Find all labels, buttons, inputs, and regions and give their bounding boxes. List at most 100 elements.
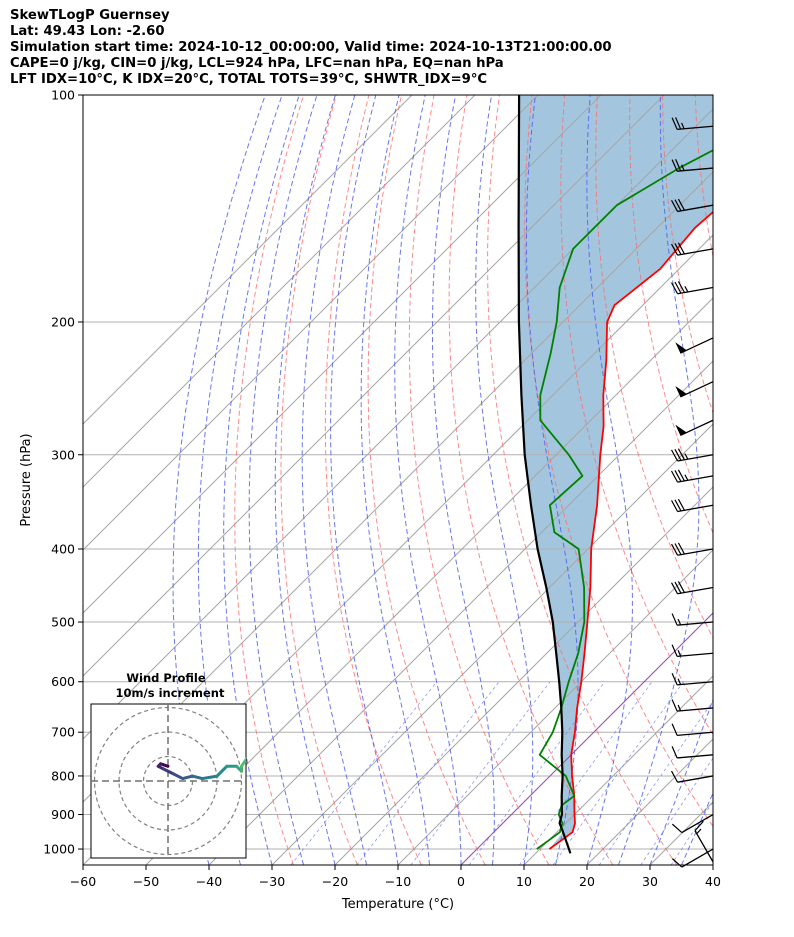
hodograph-segment xyxy=(200,774,219,781)
y-tick-label: 400 xyxy=(51,541,75,556)
hodograph-segment xyxy=(215,764,229,778)
x-tick-label: 40 xyxy=(705,874,721,889)
mixing-ratio-line xyxy=(670,801,713,865)
y-tick-label: 1000 xyxy=(43,842,75,857)
wind-barb xyxy=(670,281,714,295)
dry-adiabat xyxy=(487,95,678,865)
wind-barb xyxy=(670,469,714,483)
hodograph-segment xyxy=(171,772,185,781)
moist-adiabat xyxy=(586,95,633,865)
dry-adiabat xyxy=(560,95,713,736)
wind-barb xyxy=(675,419,714,437)
dry-adiabat xyxy=(662,95,713,415)
inset-title: Wind Profile xyxy=(126,671,206,685)
moist-adiabat xyxy=(712,863,713,865)
y-tick-label: 700 xyxy=(51,725,75,740)
x-axis-label: Temperature (°C) xyxy=(341,897,454,912)
isotherm-line xyxy=(83,95,539,551)
wind-barb xyxy=(671,699,714,712)
moist-adiabat xyxy=(330,95,399,865)
wind-barb xyxy=(671,813,714,834)
moist-adiabat xyxy=(172,95,266,865)
x-tick-label: −60 xyxy=(70,874,96,889)
wind-barb xyxy=(675,337,714,354)
wind-barb xyxy=(671,613,714,626)
wind-barb xyxy=(671,644,714,658)
y-tick-label: 100 xyxy=(51,88,75,103)
wind-barb xyxy=(671,746,714,759)
isotherm-line xyxy=(523,675,713,865)
x-tick-label: 10 xyxy=(516,874,532,889)
y-tick-label: 200 xyxy=(51,314,75,329)
isotherm-line xyxy=(334,486,713,865)
time-line: Simulation start time: 2024-10-12_00:00:… xyxy=(10,40,612,55)
y-tick-label: 800 xyxy=(51,768,75,783)
wind-barb xyxy=(670,581,714,595)
moist-adiabat xyxy=(431,95,495,865)
isotherm-line xyxy=(271,423,713,865)
cape-shading xyxy=(518,95,713,849)
isotherm-line xyxy=(83,95,602,614)
dry-adiabat xyxy=(280,95,358,865)
x-tick-label: 30 xyxy=(642,874,658,889)
y-tick-label: 300 xyxy=(51,447,75,462)
wind-barb xyxy=(671,673,714,686)
mixing-ratio-line xyxy=(552,681,684,865)
isotherm-line xyxy=(712,864,713,865)
mixing-ratio-line xyxy=(598,700,713,865)
mixing-ratio-line xyxy=(290,681,438,865)
wind-barb xyxy=(675,381,714,398)
y-axis-label: Pressure (hPa) xyxy=(19,433,34,526)
hodograph-segment xyxy=(261,766,271,771)
moist-adiabat xyxy=(223,95,300,865)
dry-adiabat xyxy=(324,95,422,865)
wind-barb xyxy=(671,117,714,130)
moist-adiabat xyxy=(525,95,579,865)
wind-barb xyxy=(670,198,714,213)
chart-title: SkewTLogP Guernsey xyxy=(10,8,170,23)
mixing-ratio-line xyxy=(468,681,606,865)
wind-barb xyxy=(671,848,714,868)
dry-adiabat xyxy=(367,95,486,865)
dry-adiabat xyxy=(728,95,794,865)
moist-adiabat xyxy=(649,697,713,865)
index-line: LFT IDX=10°C, K IDX=20°C, TOTAL TOTS=39°… xyxy=(10,72,488,87)
moist-adiabat xyxy=(274,95,336,865)
inset-subtitle: 10m/s increment xyxy=(116,686,225,700)
wind-barb xyxy=(670,542,714,556)
hodograph-segment xyxy=(191,774,204,781)
chart-header: SkewTLogP Guernsey Lat: 49.43 Lon: -2.60… xyxy=(10,8,612,88)
hodograph-segment xyxy=(181,774,194,781)
moist-adiabat xyxy=(360,95,430,865)
x-tick-label: −30 xyxy=(259,874,285,889)
y-tick-label: 600 xyxy=(51,674,75,689)
y-tick-label: 900 xyxy=(51,807,75,822)
moist-adiabat xyxy=(197,95,283,865)
isotherm-line xyxy=(397,549,713,865)
isotherm-line xyxy=(145,297,713,865)
temperature-profile xyxy=(548,210,713,850)
hodograph-segment xyxy=(161,767,175,776)
moist-adiabat xyxy=(681,791,713,865)
wind-barb xyxy=(670,448,714,462)
x-tick-label: 20 xyxy=(579,874,595,889)
wind-barb xyxy=(694,820,714,863)
x-tick-label: −40 xyxy=(196,874,222,889)
x-tick-label: −20 xyxy=(322,874,348,889)
isotherm-line xyxy=(83,95,476,488)
isotherm-line xyxy=(460,612,713,865)
location-line: Lat: 49.43 Lon: -2.60 xyxy=(10,24,165,39)
wind-profile-inset: Wind Profile 10m/s increment xyxy=(90,671,271,859)
dry-adiabat xyxy=(595,95,713,639)
wind-barb xyxy=(671,723,714,737)
wind-barb xyxy=(670,498,714,513)
moist-adiabat xyxy=(618,95,700,865)
moist-adiabat xyxy=(394,95,462,865)
moist-adiabat xyxy=(301,95,367,865)
wind-barb xyxy=(670,242,714,256)
parcel-profile xyxy=(517,95,572,854)
x-tick-label: −50 xyxy=(133,874,159,889)
dry-adiabat xyxy=(234,95,305,865)
hodograph-segment xyxy=(259,757,261,767)
